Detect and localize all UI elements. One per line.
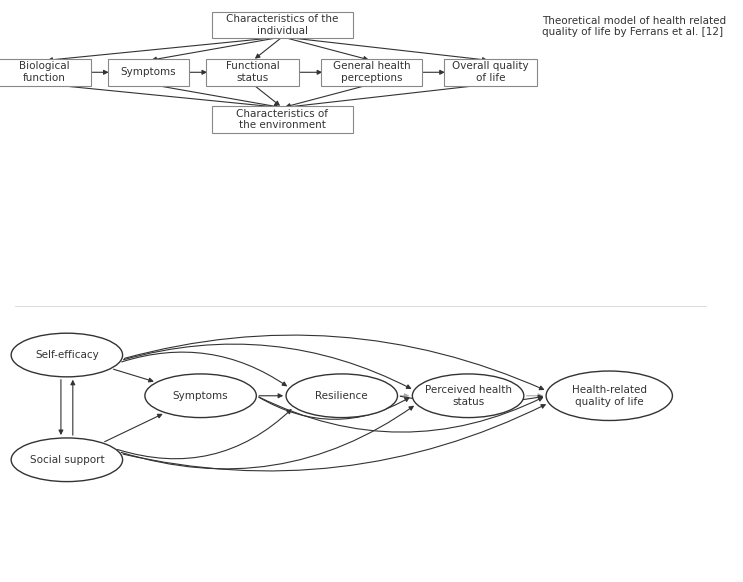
Text: Biological
function: Biological function [19, 62, 70, 83]
Text: Symptoms: Symptoms [173, 391, 228, 401]
Circle shape [11, 438, 123, 482]
Circle shape [11, 333, 123, 377]
Text: General health
perceptions: General health perceptions [333, 62, 410, 83]
FancyBboxPatch shape [212, 106, 353, 133]
Text: Self-efficacy: Self-efficacy [35, 350, 99, 360]
Text: Functional
status: Functional status [226, 62, 279, 83]
Text: Resilience: Resilience [316, 391, 368, 401]
FancyBboxPatch shape [322, 59, 422, 86]
Circle shape [145, 374, 256, 418]
FancyBboxPatch shape [212, 12, 353, 38]
Circle shape [546, 371, 672, 420]
Circle shape [412, 374, 524, 418]
Text: Theoretical model of health related
quality of life by Ferrans et al. [12]: Theoretical model of health related qual… [542, 16, 727, 37]
FancyBboxPatch shape [108, 59, 189, 86]
Text: Characteristics of the
individual: Characteristics of the individual [226, 15, 339, 36]
FancyBboxPatch shape [444, 59, 536, 86]
FancyBboxPatch shape [0, 59, 91, 86]
Circle shape [286, 374, 398, 418]
Text: Social support: Social support [30, 455, 104, 465]
Text: Symptoms: Symptoms [121, 68, 176, 77]
Text: Health-related
quality of life: Health-related quality of life [572, 385, 646, 407]
Text: Overall quality
of life: Overall quality of life [452, 62, 529, 83]
FancyBboxPatch shape [207, 59, 299, 86]
Text: Characteristics of
the environment: Characteristics of the environment [236, 109, 328, 130]
Text: Perceived health
status: Perceived health status [424, 385, 512, 407]
